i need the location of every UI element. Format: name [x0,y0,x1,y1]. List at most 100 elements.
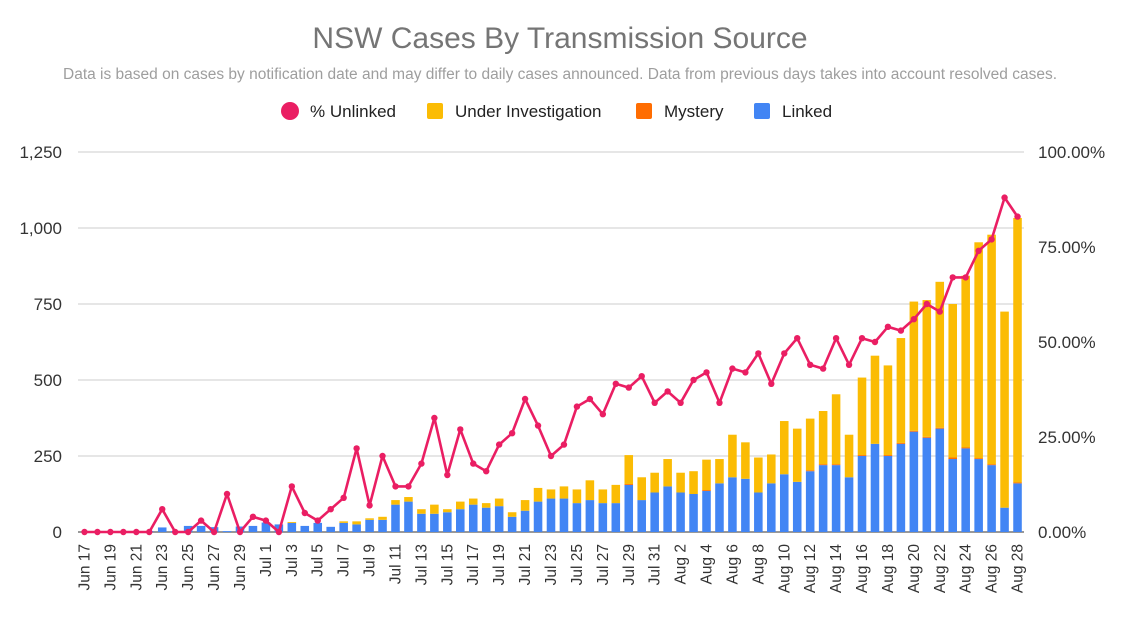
y-left-tick: 750 [34,295,62,314]
x-tick-label: Jun 27 [206,544,223,591]
unlinked-point [716,399,723,406]
bar-linked [507,516,517,532]
bar-linked [844,477,854,532]
y-left-tick: 250 [34,447,62,466]
bar-under-investigation [935,281,945,428]
bar-under-investigation [754,457,763,493]
bar-linked [287,522,297,532]
bar-linked [650,492,659,532]
unlinked-point [806,361,814,368]
unlinked-point [612,380,619,387]
unlinked-point [703,369,710,376]
unlinked-point [288,483,296,490]
unlinked-point [327,506,334,513]
unlinked-point [197,517,205,524]
bar-linked [974,459,983,532]
unlinked-point [975,247,982,254]
x-tick-label: Aug 20 [906,544,923,594]
bar-linked [754,492,763,532]
bar-under-investigation [987,234,996,465]
unlinked-point [275,528,283,536]
x-tick-label: Jul 5 [310,544,327,577]
bar-linked [1000,507,1009,532]
x-axis: Jun 17 Jun 19 Jun 21 Jun 23 Jun 25 Jun 27 Jun … [76,544,1026,594]
unlinked-point [664,388,671,395]
unlinked-point [405,483,412,490]
bar-linked [909,431,919,532]
x-tick-label: Jul 23 [543,544,560,585]
bar-linked [805,471,815,532]
bar-mystery [818,464,828,466]
x-tick-label: Jun 29 [232,544,249,591]
x-tick-label: Jun 23 [154,544,171,591]
unlinked-point [677,399,684,406]
bar-linked [494,506,504,532]
bar-linked [792,481,802,532]
x-tick-label: Jul 21 [517,544,534,585]
x-tick-label: Jul 15 [439,544,456,585]
bar-linked [559,498,569,532]
unlinked-point [586,395,594,403]
x-tick-label: Jun 19 [102,544,119,591]
bar-linked [637,500,646,532]
bar-mystery [948,457,958,460]
bar-under-investigation [792,428,802,482]
unlinked-point [353,445,360,452]
x-tick-label: Jul 7 [336,544,353,577]
unlinked-point [470,460,477,467]
unlinked-point [897,327,905,334]
unlinked-point [858,335,866,342]
bar-linked [1013,483,1022,532]
x-tick-label: Jun 17 [76,544,93,591]
unlinked-point [94,528,101,536]
bar-mystery [909,430,919,432]
unlinked-point [599,411,607,418]
bar-mystery [987,464,996,466]
unlinked-point [133,528,140,536]
x-tick-label: Jul 27 [595,544,612,585]
bar-linked [767,483,776,532]
bar-under-investigation [805,418,815,471]
bar-under-investigation [883,365,893,456]
legend-marker-mystery [636,103,652,119]
bar-linked [857,456,867,532]
x-tick-label: Aug 26 [984,544,1001,593]
unlinked-point [923,300,931,308]
legend-label-linked: Linked [782,102,832,121]
bar-under-investigation [520,500,530,511]
bar-mystery [624,483,634,485]
unlinked-point [314,517,321,524]
bar-under-investigation [391,500,400,505]
bar-linked [468,504,478,532]
unlinked-point [392,483,399,490]
bar-linked [663,486,672,532]
bar-linked [676,492,685,532]
y-axis-right: 0.00% 25.00% 50.00% 75.00% 100.00% [1038,143,1105,542]
bar-linked [456,509,465,532]
unlinked-point [638,373,645,380]
unlinked-point [832,335,840,342]
bar-linked [831,465,841,532]
unlinked-point [495,441,503,448]
unlinked-point [508,430,516,437]
legend-label-pct: % Unlinked [310,102,396,121]
x-tick-label: Jul 13 [413,544,430,585]
unlinked-point [146,528,153,536]
bar-mystery [1013,482,1022,484]
bar-linked [702,490,711,532]
bar-under-investigation [598,489,608,504]
bar-under-investigation [585,480,595,501]
bar-linked [585,500,595,532]
chart-title: NSW Cases By Transmission Source [312,22,807,55]
bar-under-investigation [844,434,854,478]
bar-under-investigation [546,489,556,499]
bar-under-investigation [611,484,621,504]
unlinked-point [223,490,231,498]
bar-linked [520,510,530,532]
unlinked-point [457,426,464,433]
unlinked-point [120,528,127,536]
unlinked-point [418,460,425,467]
y-right-tick: 100.00% [1038,143,1105,162]
bar-under-investigation [339,521,348,523]
bar-mystery [831,464,841,466]
